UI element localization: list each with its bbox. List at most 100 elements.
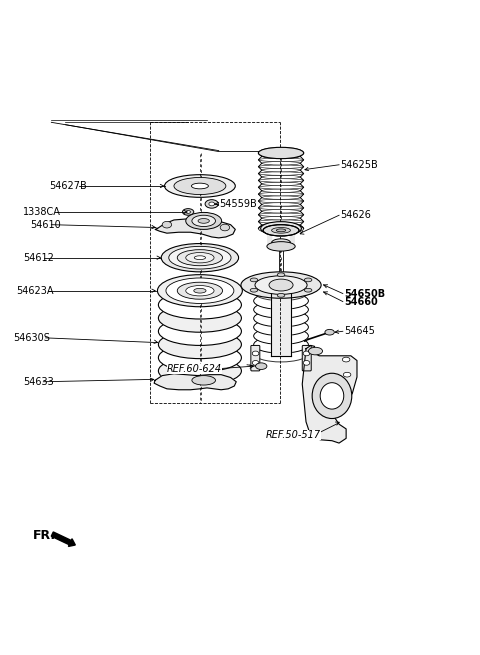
Ellipse shape bbox=[262, 168, 300, 172]
Ellipse shape bbox=[258, 223, 304, 234]
Ellipse shape bbox=[261, 221, 301, 235]
FancyBboxPatch shape bbox=[302, 345, 311, 371]
Ellipse shape bbox=[253, 301, 308, 318]
Ellipse shape bbox=[253, 319, 308, 335]
Text: 54645: 54645 bbox=[344, 326, 375, 336]
Ellipse shape bbox=[258, 165, 304, 168]
Ellipse shape bbox=[267, 242, 295, 251]
Text: 54633: 54633 bbox=[23, 377, 54, 386]
Ellipse shape bbox=[308, 347, 323, 355]
Ellipse shape bbox=[174, 178, 226, 195]
Ellipse shape bbox=[253, 310, 308, 327]
Ellipse shape bbox=[220, 224, 229, 231]
Ellipse shape bbox=[177, 250, 223, 266]
Text: REF.60-624: REF.60-624 bbox=[167, 364, 222, 374]
Ellipse shape bbox=[162, 221, 172, 228]
Ellipse shape bbox=[186, 253, 214, 263]
Text: 54630S: 54630S bbox=[13, 333, 50, 343]
FancyArrow shape bbox=[51, 532, 75, 546]
Ellipse shape bbox=[304, 278, 312, 282]
Ellipse shape bbox=[262, 223, 300, 227]
Ellipse shape bbox=[252, 360, 259, 365]
Ellipse shape bbox=[258, 179, 304, 182]
Ellipse shape bbox=[258, 220, 304, 223]
Polygon shape bbox=[155, 219, 235, 238]
Ellipse shape bbox=[194, 256, 205, 259]
Ellipse shape bbox=[253, 345, 308, 362]
Ellipse shape bbox=[263, 225, 299, 236]
Ellipse shape bbox=[157, 274, 242, 307]
Ellipse shape bbox=[255, 363, 267, 369]
Ellipse shape bbox=[342, 357, 350, 362]
Ellipse shape bbox=[250, 278, 258, 282]
Text: 54660: 54660 bbox=[344, 297, 377, 307]
Text: 54559B: 54559B bbox=[219, 199, 256, 209]
Ellipse shape bbox=[182, 209, 194, 215]
Polygon shape bbox=[302, 345, 357, 443]
Ellipse shape bbox=[165, 175, 235, 197]
Ellipse shape bbox=[198, 219, 209, 223]
Ellipse shape bbox=[258, 206, 304, 210]
Ellipse shape bbox=[166, 278, 234, 303]
Ellipse shape bbox=[258, 213, 304, 216]
Text: FR.: FR. bbox=[33, 529, 56, 542]
Ellipse shape bbox=[262, 189, 300, 193]
Ellipse shape bbox=[277, 293, 285, 297]
Polygon shape bbox=[271, 292, 291, 356]
Ellipse shape bbox=[303, 360, 310, 365]
Ellipse shape bbox=[158, 343, 241, 372]
Ellipse shape bbox=[250, 288, 258, 292]
Ellipse shape bbox=[253, 328, 308, 345]
Ellipse shape bbox=[252, 351, 259, 356]
Ellipse shape bbox=[194, 288, 206, 293]
Ellipse shape bbox=[258, 147, 304, 159]
Ellipse shape bbox=[255, 276, 307, 294]
Text: 54650B: 54650B bbox=[344, 289, 385, 299]
Ellipse shape bbox=[253, 292, 308, 309]
Ellipse shape bbox=[158, 317, 241, 345]
Text: 54610: 54610 bbox=[30, 219, 61, 230]
Ellipse shape bbox=[325, 329, 335, 335]
Ellipse shape bbox=[253, 284, 308, 301]
Ellipse shape bbox=[158, 291, 241, 319]
Ellipse shape bbox=[258, 147, 304, 159]
Ellipse shape bbox=[241, 272, 321, 298]
Ellipse shape bbox=[262, 155, 300, 158]
Ellipse shape bbox=[262, 210, 300, 213]
FancyBboxPatch shape bbox=[251, 345, 260, 371]
Text: 54625B: 54625B bbox=[340, 160, 378, 170]
Ellipse shape bbox=[262, 162, 300, 165]
Ellipse shape bbox=[209, 202, 215, 206]
Ellipse shape bbox=[262, 216, 300, 220]
Ellipse shape bbox=[262, 203, 300, 206]
Ellipse shape bbox=[303, 351, 310, 356]
Ellipse shape bbox=[258, 193, 304, 196]
Ellipse shape bbox=[262, 176, 300, 179]
Ellipse shape bbox=[258, 158, 304, 162]
Ellipse shape bbox=[258, 199, 304, 203]
Ellipse shape bbox=[177, 282, 223, 299]
Ellipse shape bbox=[272, 227, 290, 233]
Text: 54627B: 54627B bbox=[49, 181, 87, 191]
Ellipse shape bbox=[186, 212, 222, 229]
Ellipse shape bbox=[161, 244, 239, 272]
Ellipse shape bbox=[192, 375, 216, 385]
Ellipse shape bbox=[192, 183, 208, 189]
Ellipse shape bbox=[258, 172, 304, 176]
Ellipse shape bbox=[192, 215, 216, 227]
Ellipse shape bbox=[312, 373, 352, 419]
Ellipse shape bbox=[253, 336, 308, 353]
Ellipse shape bbox=[304, 288, 312, 292]
Ellipse shape bbox=[277, 273, 285, 276]
Ellipse shape bbox=[169, 246, 231, 269]
Ellipse shape bbox=[158, 330, 241, 359]
Text: 54626: 54626 bbox=[340, 210, 371, 220]
Text: 54612: 54612 bbox=[23, 253, 54, 263]
Ellipse shape bbox=[262, 182, 300, 185]
Polygon shape bbox=[154, 374, 236, 390]
Text: 54623A: 54623A bbox=[16, 286, 53, 295]
Ellipse shape bbox=[272, 239, 290, 246]
Ellipse shape bbox=[269, 279, 293, 291]
Ellipse shape bbox=[258, 185, 304, 189]
Ellipse shape bbox=[343, 372, 351, 377]
